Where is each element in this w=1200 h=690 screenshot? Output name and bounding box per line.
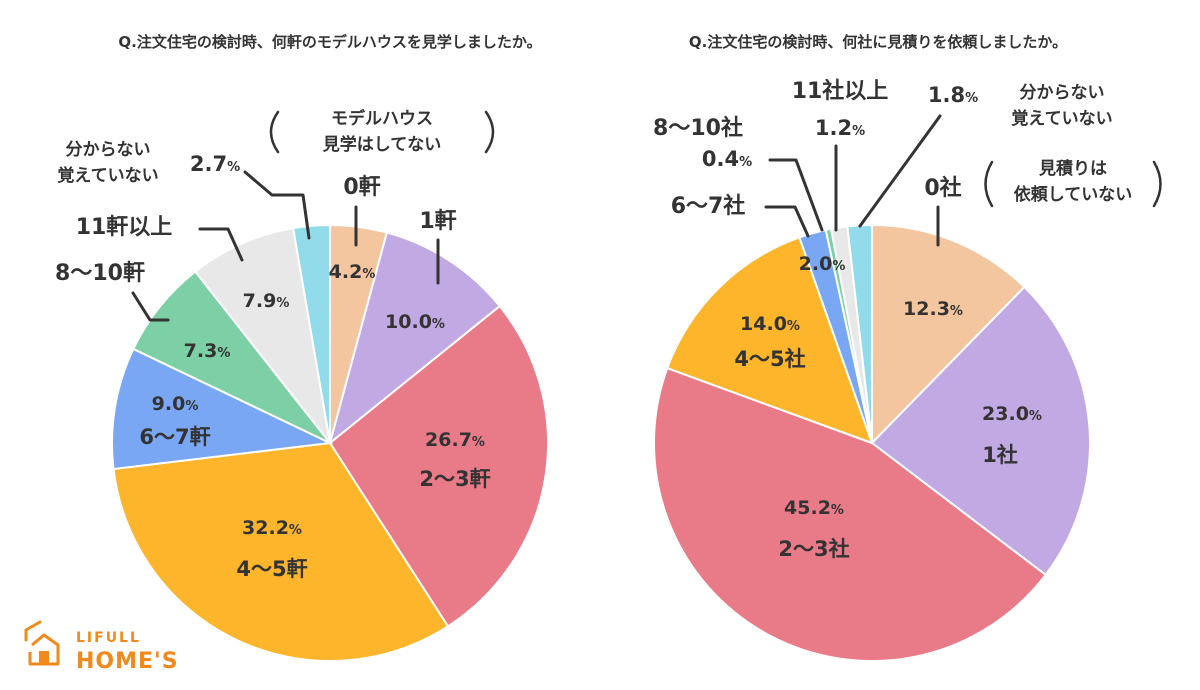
chart2-label-2: 2〜3社 bbox=[778, 537, 849, 561]
chart1-paren-left bbox=[269, 110, 280, 154]
chart2-pct-4: 2.0% bbox=[799, 253, 846, 275]
chart2-annotations: 12.3% 23.0% 1社 45.2% 2〜3社 14.0% 4〜5社 2.0… bbox=[653, 78, 1162, 561]
chart1-label-1: 1軒 bbox=[419, 208, 456, 234]
chart1-annotations: 4.2% 10.0% 26.7% 2〜3軒 32.2% 4〜5軒 9.0% 6〜… bbox=[55, 108, 495, 581]
chart1-slice-4 bbox=[111, 347, 334, 471]
chart2-label-1: 1社 bbox=[982, 443, 1018, 467]
chart1-paren-right bbox=[484, 110, 495, 154]
chart2-zero-note-line1: 見積りは bbox=[1038, 158, 1107, 179]
chart2-slice-2 bbox=[653, 366, 1048, 662]
chart1-label-6: 11軒以上 bbox=[76, 214, 173, 240]
chart2-label-3: 4〜5社 bbox=[734, 347, 805, 371]
chart2-pct-3: 14.0% bbox=[740, 313, 800, 335]
chart1-slice-1 bbox=[328, 231, 502, 446]
chart2-label-5: 8〜10社 bbox=[653, 115, 743, 141]
chart1-leader-5 bbox=[131, 291, 170, 322]
chart1-pct-6: 7.9% bbox=[243, 290, 290, 312]
chart2-label-7-line2: 覚えていない bbox=[1011, 108, 1112, 129]
chart1-pie bbox=[111, 223, 549, 662]
chart1-label-0: 0軒 bbox=[343, 174, 380, 200]
chart1-leader-6 bbox=[198, 227, 244, 262]
chart2-slice-0 bbox=[871, 223, 1026, 446]
chart2-pct-0: 12.3% bbox=[903, 298, 963, 320]
logo-line1: LIFULL bbox=[76, 630, 141, 646]
chart2-label-7-line1: 分からない bbox=[1020, 83, 1105, 103]
chart2-label-6: 11社以上 bbox=[792, 78, 889, 104]
chart1-zero-note-line1: モデルハウス bbox=[331, 108, 433, 129]
chart1-pct-3: 32.2% bbox=[242, 517, 302, 539]
chart2-title: Q.注文住宅の検討時、何社に見積りを依頼しましたか。 bbox=[689, 33, 1067, 51]
chart2-pie bbox=[653, 223, 1091, 662]
chart1-pct-0: 4.2% bbox=[329, 261, 376, 283]
chart1-label-5: 8〜10軒 bbox=[55, 260, 145, 286]
chart2-label-0: 0社 bbox=[924, 175, 961, 201]
lifull-homes-logo: LIFULL HOME'S bbox=[24, 620, 179, 674]
chart2-paren-right bbox=[1152, 160, 1162, 208]
chart1-zero-note-line2: 見学はしてない bbox=[322, 134, 442, 155]
chart2-zero-note-line2: 依頼していない bbox=[1014, 184, 1133, 205]
chart2-pct-2: 45.2% bbox=[784, 497, 844, 519]
chart1-slice-7 bbox=[292, 223, 331, 444]
chart1-pct-2: 26.7% bbox=[425, 429, 485, 451]
chart1-slice-5 bbox=[131, 270, 331, 444]
chart1-pct-5: 7.3% bbox=[184, 340, 231, 362]
chart1-label-3: 4〜5軒 bbox=[236, 557, 307, 581]
chart2-paren-left bbox=[984, 160, 994, 208]
chart2-leader-4 bbox=[764, 205, 810, 238]
chart2-slice-1 bbox=[870, 285, 1091, 577]
chart2-pct-6: 1.2% bbox=[815, 116, 865, 140]
chart2-pct-1: 23.0% bbox=[982, 403, 1042, 425]
chart1-title: Q.注文住宅の検討時、何軒のモデルハウスを見学しましたか。 bbox=[118, 33, 541, 51]
chart2-pct-5: 0.4% bbox=[702, 147, 752, 171]
chart2-leader-5 bbox=[768, 158, 824, 232]
chart1-leader-7 bbox=[243, 170, 311, 240]
chart1-label-2: 2〜3軒 bbox=[419, 467, 490, 491]
chart1-pct-4: 9.0% bbox=[152, 393, 199, 415]
chart1-slice-6 bbox=[193, 226, 331, 444]
chart1-slice-2 bbox=[328, 304, 549, 628]
chart1-label-7-line2: 覚えていない bbox=[57, 165, 158, 186]
chart2-leader-7 bbox=[858, 114, 942, 228]
chart2-label-4: 6〜7社 bbox=[671, 193, 746, 219]
chart1-label-4: 6〜7軒 bbox=[139, 425, 210, 449]
chart2-pct-7: 1.8% bbox=[928, 83, 978, 107]
chart1-slice-3 bbox=[112, 441, 450, 662]
chart2-slice-3 bbox=[665, 236, 874, 445]
logo-line2: HOME'S bbox=[76, 649, 179, 674]
chart1-pct-1: 10.0% bbox=[385, 311, 445, 333]
house-icon bbox=[24, 620, 60, 666]
chart1-pct-7: 2.7% bbox=[190, 152, 240, 176]
chart1-label-7-line1: 分からない bbox=[66, 140, 151, 160]
